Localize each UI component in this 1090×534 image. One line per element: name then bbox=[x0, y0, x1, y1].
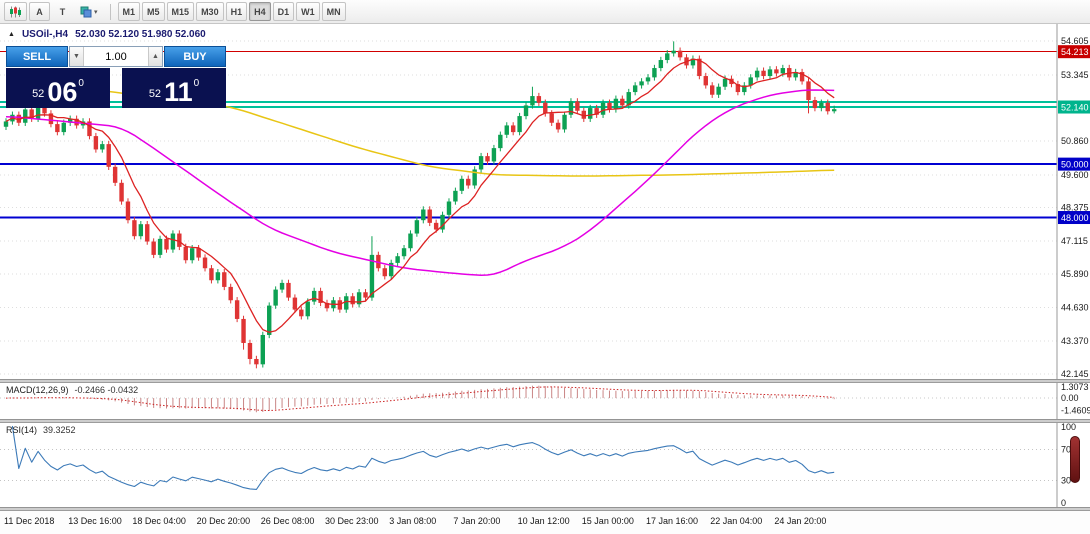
buy-price-display[interactable]: 52 11 0 bbox=[122, 68, 226, 108]
dropdown-caret-icon: ▾ bbox=[94, 8, 98, 16]
macd-name: MACD(12,26,9) bbox=[6, 385, 69, 395]
volume-stepper: ▼ 1.00 ▲ bbox=[69, 46, 163, 67]
timeframe-button-m15[interactable]: M15 bbox=[166, 2, 195, 21]
svg-text:70: 70 bbox=[1061, 444, 1071, 454]
sell-button[interactable]: SELL bbox=[6, 46, 68, 67]
svg-text:30: 30 bbox=[1061, 476, 1071, 486]
svg-text:48.375: 48.375 bbox=[1061, 203, 1089, 213]
time-label: 17 Jan 16:00 bbox=[646, 516, 699, 526]
timeframe-buttons: M1 M5 M15 M30 H1 H4 D1 W1 MN bbox=[117, 2, 346, 21]
rsi-header: RSI(14) 39.3252 bbox=[6, 425, 76, 435]
one-click-trading-panel: SELL ▼ 1.00 ▲ BUY 52 06 0 52 11 0 bbox=[6, 46, 226, 108]
macd-header: MACD(12,26,9) -0.2466 -0.0432 bbox=[6, 385, 138, 395]
time-label: 10 Jan 12:00 bbox=[517, 516, 570, 526]
rsi-chart[interactable]: 100 70 30 0 bbox=[0, 423, 1090, 507]
svg-text:44.630: 44.630 bbox=[1061, 302, 1089, 312]
svg-text:1.3073: 1.3073 bbox=[1061, 383, 1089, 392]
svg-text:-1.4609: -1.4609 bbox=[1061, 405, 1090, 415]
objects-tool-button[interactable]: ▾ bbox=[75, 2, 103, 21]
rsi-name: RSI(14) bbox=[6, 425, 38, 435]
pane-divider[interactable] bbox=[0, 419, 1090, 423]
volume-decrease-icon[interactable]: ▼ bbox=[70, 47, 84, 66]
time-label: 18 Dec 04:00 bbox=[132, 516, 186, 526]
sell-price-sup: 0 bbox=[78, 78, 84, 89]
time-label: 11 Dec 2018 bbox=[4, 516, 55, 526]
buy-price-prefix: 52 bbox=[148, 88, 162, 100]
svg-text:0: 0 bbox=[1061, 498, 1066, 507]
timeframe-button-h1[interactable]: H1 bbox=[225, 2, 248, 21]
timeframe-button-w1[interactable]: W1 bbox=[296, 2, 320, 21]
sell-price-prefix: 52 bbox=[32, 88, 45, 100]
toolbar-separator bbox=[109, 3, 111, 20]
chart-window-icon[interactable] bbox=[4, 2, 27, 21]
toolbar: A T ▾ M1 M5 M15 M30 H1 H4 D1 W1 MN bbox=[0, 0, 1090, 24]
chart-symbol-period: USOil-,H4 bbox=[21, 29, 69, 40]
time-label: 24 Jan 20:00 bbox=[774, 516, 827, 526]
candlestick-chart-icon bbox=[10, 6, 21, 17]
time-label: 26 Dec 08:00 bbox=[260, 516, 315, 526]
svg-text:42.145: 42.145 bbox=[1061, 369, 1089, 379]
collapse-icon[interactable]: ▲ bbox=[8, 31, 15, 38]
timeframe-button-mn[interactable]: MN bbox=[321, 2, 346, 21]
svg-text:52.140: 52.140 bbox=[1061, 103, 1089, 113]
svg-text:50.000: 50.000 bbox=[1061, 160, 1089, 170]
macd-values: -0.2466 -0.0432 bbox=[74, 385, 139, 395]
timeframe-button-h4[interactable]: H4 bbox=[249, 2, 271, 21]
time-label: 20 Dec 20:00 bbox=[196, 516, 251, 526]
time-label: 3 Jan 08:00 bbox=[389, 516, 437, 526]
buy-price-big: 11 bbox=[164, 77, 193, 108]
auto-trading-button[interactable]: A bbox=[29, 2, 50, 21]
svg-text:45.890: 45.890 bbox=[1061, 269, 1089, 279]
timeframe-button-m1[interactable]: M1 bbox=[117, 2, 141, 21]
svg-text:0.00: 0.00 bbox=[1061, 393, 1079, 403]
time-label: 15 Jan 00:00 bbox=[581, 516, 634, 526]
volume-value[interactable]: 1.00 bbox=[105, 50, 127, 63]
timeframe-button-d1[interactable]: D1 bbox=[272, 2, 295, 21]
sell-price-big: 06 bbox=[47, 77, 78, 108]
text-tool-button[interactable]: T bbox=[59, 6, 66, 17]
time-label: 30 Dec 23:00 bbox=[325, 516, 379, 526]
svg-text:54.213: 54.213 bbox=[1061, 47, 1089, 57]
chart-title: ▲ USOil-,H4 52.030 52.120 51.980 52.060 bbox=[8, 29, 206, 40]
svg-text:54.605: 54.605 bbox=[1061, 36, 1089, 46]
timeframe-button-m5[interactable]: M5 bbox=[142, 2, 165, 21]
rsi-value: 39.3252 bbox=[43, 425, 76, 435]
chart-ohlc-values: 52.030 52.120 51.980 52.060 bbox=[75, 29, 206, 40]
svg-text:53.345: 53.345 bbox=[1061, 70, 1089, 80]
time-axis[interactable]: 11 Dec 2018 13 Dec 16:00 18 Dec 04:00 20 De… bbox=[0, 511, 1090, 534]
sell-price-display[interactable]: 52 06 0 bbox=[6, 68, 110, 108]
time-label: 13 Dec 16:00 bbox=[68, 516, 122, 526]
pane-divider[interactable] bbox=[0, 507, 1090, 511]
price-chart[interactable]: 54.605 53.345 50.860 49.600 48.375 47.115 45.8… bbox=[0, 24, 1090, 379]
svg-text:43.370: 43.370 bbox=[1061, 336, 1089, 346]
svg-text:49.600: 49.600 bbox=[1061, 170, 1089, 180]
svg-text:50.860: 50.860 bbox=[1061, 136, 1089, 146]
objects-icon bbox=[80, 6, 92, 17]
scrollbar-thumb[interactable] bbox=[1070, 436, 1080, 483]
buy-price-sup: 0 bbox=[193, 78, 200, 89]
buy-button[interactable]: BUY bbox=[164, 46, 226, 67]
timeframe-button-m30[interactable]: M30 bbox=[196, 2, 224, 21]
volume-increase-icon[interactable]: ▲ bbox=[148, 47, 162, 66]
svg-text:100: 100 bbox=[1061, 423, 1076, 432]
svg-text:48.000: 48.000 bbox=[1061, 213, 1089, 223]
time-label: 22 Jan 04:00 bbox=[710, 516, 763, 526]
pane-divider[interactable] bbox=[0, 379, 1090, 383]
time-label: 7 Jan 20:00 bbox=[453, 516, 501, 526]
svg-text:47.115: 47.115 bbox=[1061, 236, 1088, 246]
